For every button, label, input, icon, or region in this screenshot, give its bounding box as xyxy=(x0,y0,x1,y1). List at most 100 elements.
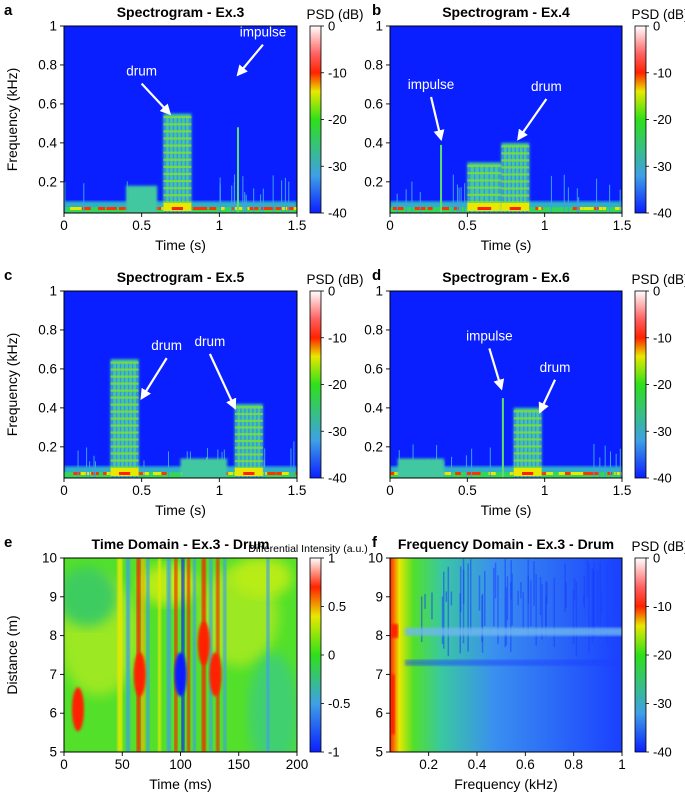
spectrogram-content xyxy=(64,26,297,213)
colorbar-tick-label: 0 xyxy=(653,284,660,299)
colorbar-title: PSD (dB) xyxy=(306,7,363,22)
annotations: drum impulse xyxy=(126,25,287,116)
y-axis-label: Frequency (kHz) xyxy=(4,333,20,436)
annotation-label: impulse xyxy=(408,77,455,92)
y-tick-label: 0.8 xyxy=(364,322,383,337)
noise-speck xyxy=(558,472,566,475)
x-tick-label: 200 xyxy=(286,757,309,772)
y-tick-label: 9 xyxy=(375,589,383,604)
x-tick-label: 0.8 xyxy=(564,757,583,772)
noise-speck xyxy=(267,207,272,210)
annotation-arrow xyxy=(517,98,548,141)
colorbar-tick-label: -30 xyxy=(328,159,347,174)
noise-speck xyxy=(70,207,78,210)
noise-speck xyxy=(295,472,297,475)
noise-speck xyxy=(474,472,481,475)
annotation-label: impulse xyxy=(240,25,287,40)
x-tick-label: 1 xyxy=(216,218,224,233)
noise-speck xyxy=(192,207,202,210)
noise-speck xyxy=(122,207,127,210)
colorbar-title: PSD (dB) xyxy=(306,272,363,287)
y-tick-label: 7 xyxy=(49,667,57,682)
time-stripe xyxy=(223,558,227,752)
x-tick-label: 0.5 xyxy=(132,218,151,233)
noise-speck xyxy=(441,207,450,210)
colorbar-tick-label: -10 xyxy=(653,599,672,614)
field-variation xyxy=(64,566,118,627)
intensity-peak xyxy=(71,687,84,732)
colorbar-tick-label: 1 xyxy=(328,551,335,566)
spectrum-content xyxy=(390,558,622,752)
y-tick-label: 5 xyxy=(375,745,383,760)
time-stripe xyxy=(166,558,171,752)
noise-speck xyxy=(237,207,243,210)
heatmap-content xyxy=(64,558,297,752)
y-tick-label: 10 xyxy=(42,551,57,566)
y-tick-label: 7 xyxy=(375,667,383,682)
y-tick-label: 0.2 xyxy=(38,439,57,454)
low-block xyxy=(397,458,445,478)
x-tick-label: 1.5 xyxy=(613,483,632,498)
noise-speck xyxy=(153,472,158,475)
annotations: impulse drum xyxy=(408,77,562,142)
annotation-arrow xyxy=(208,353,237,410)
background-low-psd xyxy=(390,291,622,478)
time-stripe xyxy=(117,558,123,752)
noise-speck xyxy=(538,207,542,210)
y-tick-label: 0.4 xyxy=(38,135,57,150)
panel-title: Time Domain - Ex.3 - Drum xyxy=(92,536,270,552)
noise-speck xyxy=(281,472,289,475)
colorbar-tick-label: 0 xyxy=(328,19,335,34)
colorbar-tick-label: -20 xyxy=(328,377,347,392)
colorbar-tick-label: -30 xyxy=(653,159,672,174)
intensity-peak xyxy=(197,621,210,666)
noise-speck xyxy=(466,472,473,475)
noise-speck xyxy=(589,207,593,210)
field-variation xyxy=(248,653,297,752)
annotation-arrow xyxy=(140,357,168,401)
x-axis-label: Time (ms) xyxy=(149,776,211,792)
x-axis-label: Time (s) xyxy=(155,237,206,253)
annotation-arrow xyxy=(538,379,557,414)
noise-speck xyxy=(98,207,106,210)
low-block xyxy=(180,458,228,478)
annotation-label: impulse xyxy=(466,328,513,343)
colorbar-tick-label: -40 xyxy=(653,206,672,221)
y-axis-label: Frequency (kHz) xyxy=(4,68,20,171)
y-tick-label: 0.8 xyxy=(38,57,57,72)
noise-speck xyxy=(249,207,254,210)
x-tick-label: 1 xyxy=(618,757,626,772)
colorbar-title: Differential Intensity (a.u.) xyxy=(248,543,367,555)
noise-speck xyxy=(109,207,117,210)
x-tick-label: 1 xyxy=(541,483,549,498)
colorbar-tick-label: -10 xyxy=(653,330,672,345)
noise-speck xyxy=(455,472,461,475)
y-axis-label: Distance (m) xyxy=(4,615,20,694)
distance-band xyxy=(405,627,622,636)
colorbar-tick-label: -20 xyxy=(653,377,672,392)
annotation-arrow xyxy=(236,43,264,77)
y-tick-label: 0.2 xyxy=(364,439,383,454)
colorbar-tick-label: -40 xyxy=(653,745,672,760)
colorbar-tick-label: -20 xyxy=(653,648,672,663)
annotation-label: drum xyxy=(151,338,182,353)
panel-title: Spectrogram - Ex.5 xyxy=(117,269,245,285)
annotations: impulse drum xyxy=(466,328,570,414)
y-tick-label: 0.8 xyxy=(364,57,383,72)
colorbar-scale xyxy=(309,557,322,753)
y-tick-label: 9 xyxy=(49,589,57,604)
time-stripe xyxy=(174,558,178,752)
y-tick-label: 1 xyxy=(49,284,57,299)
drum-peak xyxy=(118,472,131,475)
x-tick-label: 0.6 xyxy=(516,757,535,772)
x-tick-label: 1 xyxy=(541,218,549,233)
colorbar-scale xyxy=(309,25,322,214)
noise-speck xyxy=(209,207,215,210)
colorbar: 1 0.5 0 -0.5 -1 Differential Intensity (a.u.) xyxy=(248,543,367,760)
axes: 0 0.5 1 1.5 0.2 0.4 0.6 0.8 1 Time (s) Spectrogram… xyxy=(364,2,631,253)
intensity-peak xyxy=(209,652,222,697)
drum-peak xyxy=(171,207,183,210)
y-tick-label: 1 xyxy=(49,19,57,34)
y-tick-label: 0.2 xyxy=(364,174,383,189)
y-tick-label: 0.8 xyxy=(38,322,57,337)
